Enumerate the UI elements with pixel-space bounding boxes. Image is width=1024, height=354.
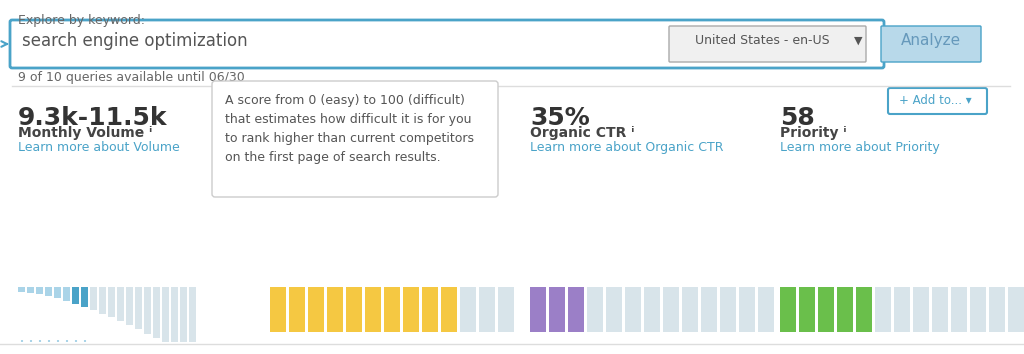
Bar — [108, 287, 115, 317]
FancyBboxPatch shape — [881, 26, 981, 62]
Bar — [625, 287, 641, 332]
Bar — [606, 287, 622, 332]
Bar — [701, 287, 717, 332]
Bar — [970, 287, 986, 332]
Bar — [346, 287, 362, 332]
Bar — [99, 287, 106, 314]
Bar — [54, 287, 61, 298]
Text: Monthly Volume ⁱ: Monthly Volume ⁱ — [18, 126, 153, 140]
Bar — [644, 287, 660, 332]
Bar — [874, 287, 891, 332]
Bar — [135, 287, 142, 330]
Text: Learn more about Volume: Learn more about Volume — [18, 141, 180, 154]
Text: A score from 0 (easy) to 100 (difficult)
that estimates how difficult it is for : A score from 0 (easy) to 100 (difficult)… — [225, 94, 474, 164]
Text: search engine optimization: search engine optimization — [22, 32, 248, 50]
Bar — [479, 287, 495, 332]
Bar — [682, 287, 698, 332]
FancyBboxPatch shape — [212, 81, 498, 197]
Bar — [189, 287, 196, 342]
Bar — [27, 287, 34, 293]
Bar — [270, 287, 286, 332]
Bar — [460, 287, 476, 332]
Text: Priority ⁱ: Priority ⁱ — [780, 126, 847, 140]
Bar — [72, 287, 79, 304]
Bar — [932, 287, 948, 332]
Text: Learn more about Priority: Learn more about Priority — [780, 141, 940, 154]
Bar — [758, 287, 774, 332]
Bar — [36, 287, 43, 294]
Bar — [63, 287, 70, 301]
Bar — [384, 287, 400, 332]
Text: 9 of 10 queries available until 06/30: 9 of 10 queries available until 06/30 — [18, 71, 245, 84]
FancyBboxPatch shape — [10, 20, 884, 68]
FancyBboxPatch shape — [888, 88, 987, 114]
Bar — [837, 287, 853, 332]
Bar — [180, 287, 187, 342]
Bar — [1008, 287, 1024, 332]
Text: 9.3k-11.5k: 9.3k-11.5k — [18, 106, 168, 130]
Text: ▼: ▼ — [854, 36, 862, 46]
Bar — [780, 287, 796, 332]
Bar — [162, 287, 169, 342]
Text: 58: 58 — [780, 106, 815, 130]
Bar — [498, 287, 514, 332]
Bar — [530, 287, 546, 332]
Text: Learn more about Organic CTR: Learn more about Organic CTR — [530, 141, 724, 154]
Bar — [327, 287, 343, 332]
Bar — [894, 287, 910, 332]
Bar — [90, 287, 97, 310]
Bar — [663, 287, 679, 332]
Bar — [568, 287, 584, 332]
Bar — [422, 287, 438, 332]
Bar — [45, 287, 52, 296]
Bar — [818, 287, 834, 332]
Bar — [720, 287, 736, 332]
Bar — [441, 287, 457, 332]
Text: Analyze: Analyze — [901, 34, 962, 48]
Text: Learn more about Difficulty: Learn more about Difficulty — [270, 141, 441, 154]
Bar — [799, 287, 815, 332]
Bar — [144, 287, 151, 334]
FancyBboxPatch shape — [669, 26, 866, 62]
Bar — [81, 287, 88, 307]
Text: + Add to... ▾: + Add to... ▾ — [899, 95, 972, 108]
Bar — [117, 287, 124, 321]
Bar — [739, 287, 755, 332]
Bar — [289, 287, 305, 332]
Text: 35%: 35% — [530, 106, 590, 130]
Bar — [989, 287, 1005, 332]
Bar — [126, 287, 133, 325]
Bar — [171, 287, 178, 342]
Bar — [549, 287, 565, 332]
Bar — [913, 287, 929, 332]
Bar — [587, 287, 603, 332]
Text: Explore by keyword:: Explore by keyword: — [18, 14, 145, 27]
Bar — [308, 287, 324, 332]
Text: Difficulty ⁱ: Difficulty ⁱ — [270, 126, 349, 140]
Bar — [18, 287, 25, 292]
Bar — [951, 287, 967, 332]
Bar — [365, 287, 381, 332]
Bar — [403, 287, 419, 332]
Text: 77: 77 — [270, 106, 305, 130]
Bar — [153, 287, 160, 338]
Text: United States - en-US: United States - en-US — [694, 34, 829, 47]
Bar — [856, 287, 872, 332]
Text: Organic CTR ⁱ: Organic CTR ⁱ — [530, 126, 635, 140]
